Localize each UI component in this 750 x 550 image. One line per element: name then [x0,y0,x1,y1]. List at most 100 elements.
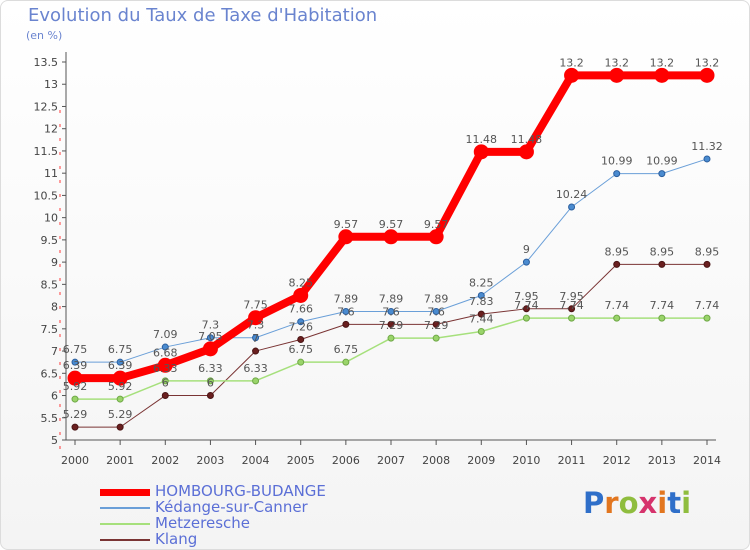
y-tick-label: 9 [51,256,58,269]
data-label: 7.6 [337,305,355,318]
data-label: 6.33 [198,362,223,375]
data-label: 6.33 [243,362,268,375]
legend-label: HOMBOURG-BUDANGE [155,482,326,500]
data-label: 7.74 [650,299,675,312]
x-tick-label: 2002 [151,454,179,467]
data-point [71,423,79,431]
data-label: 8.95 [695,245,720,258]
proxiti-logo: Proxiti [583,486,691,520]
x-tick-label: 2005 [287,454,315,467]
data-point [297,335,305,343]
data-label: 7.29 [424,319,449,332]
data-label: 8.25 [469,276,494,289]
data-point [654,67,670,83]
data-point [293,287,309,303]
y-tick-label: 13.5 [34,56,59,69]
x-tick-label: 2008 [422,454,450,467]
data-point [432,320,440,328]
data-point [387,334,395,342]
data-point [477,291,485,299]
data-label: 7.95 [559,290,584,303]
data-label: 7.89 [334,292,359,305]
data-point [658,260,666,268]
x-tick-label: 2011 [558,454,586,467]
legend-item-kedange-sur-canner: Kédange-sur-Canner [100,498,380,516]
data-point [613,260,621,268]
data-label: 8.95 [604,245,629,258]
y-tick-label: 9.5 [41,234,59,247]
data-point [71,358,79,366]
data-label: 7.44 [469,312,494,325]
data-point [297,318,305,326]
data-point [161,343,169,351]
x-tick-label: 2013 [648,454,676,467]
data-point [703,155,711,163]
data-label: 8.95 [650,245,675,258]
data-point [518,144,534,160]
y-tick-label: 7 [51,345,58,358]
logo-letter: i [657,486,668,520]
data-label: 7.66 [288,303,313,316]
data-label: 5.29 [63,408,88,421]
legend-item-metzeresche: Metzeresche [100,514,380,532]
data-point [473,144,489,160]
data-label: 9.57 [334,218,359,231]
data-point [206,392,214,400]
data-label: 7.95 [514,290,539,303]
y-tick-label: 8 [51,301,58,314]
y-tick-label: 6 [51,390,58,403]
logo-letter: o [618,486,639,520]
data-point [157,357,173,373]
data-label: 7.74 [604,299,629,312]
x-tick-label: 2014 [693,454,721,467]
data-label: 11.32 [691,140,723,153]
data-point [564,67,580,83]
data-point [67,370,83,386]
unit-label: (en %) [26,29,63,42]
logo-letter: x [638,486,658,520]
data-label: 6.75 [288,343,313,356]
legend-label: Metzeresche [155,514,251,532]
data-label: 7.29 [379,319,404,332]
data-point [613,314,621,322]
data-point [699,67,715,83]
data-point [477,310,485,318]
data-point [206,334,214,342]
y-tick-label: 12 [44,123,58,136]
data-label: 7.74 [514,299,539,312]
logo-letter: P [583,486,605,520]
data-label: 11.48 [466,133,498,146]
y-tick-label: 5.5 [41,412,59,425]
data-point [342,358,350,366]
data-point [206,377,214,385]
data-point [116,395,124,403]
y-tick-label: 7.5 [41,323,59,336]
data-point [609,67,625,83]
data-point [568,305,576,313]
y-tick-label: 10 [44,212,58,225]
data-label: 11.48 [511,133,543,146]
legend-label: Klang [155,530,198,548]
y-tick-label: 13 [44,78,58,91]
data-label: 7.3 [247,319,265,332]
data-label: 10.24 [556,188,588,201]
data-label: 6.75 [63,343,88,356]
data-label: 7 [252,332,259,345]
data-point [658,170,666,178]
data-label: 13.2 [604,56,629,69]
x-tick-label: 2003 [196,454,224,467]
y-tick-label: 12.5 [34,100,59,113]
x-tick-label: 2000 [61,454,89,467]
y-tick-label: 11 [44,167,58,180]
data-point [658,314,666,322]
data-label: 7.74 [695,299,720,312]
data-label: 13.2 [650,56,675,69]
data-label: 9 [523,243,530,256]
chart-title: Evolution du Taux de Taxe d'Habitation [28,5,378,26]
logo-letter: r [604,486,619,520]
data-point [703,260,711,268]
legend-swatch [100,523,150,525]
data-point [342,320,350,328]
data-label: 9.57 [424,218,449,231]
